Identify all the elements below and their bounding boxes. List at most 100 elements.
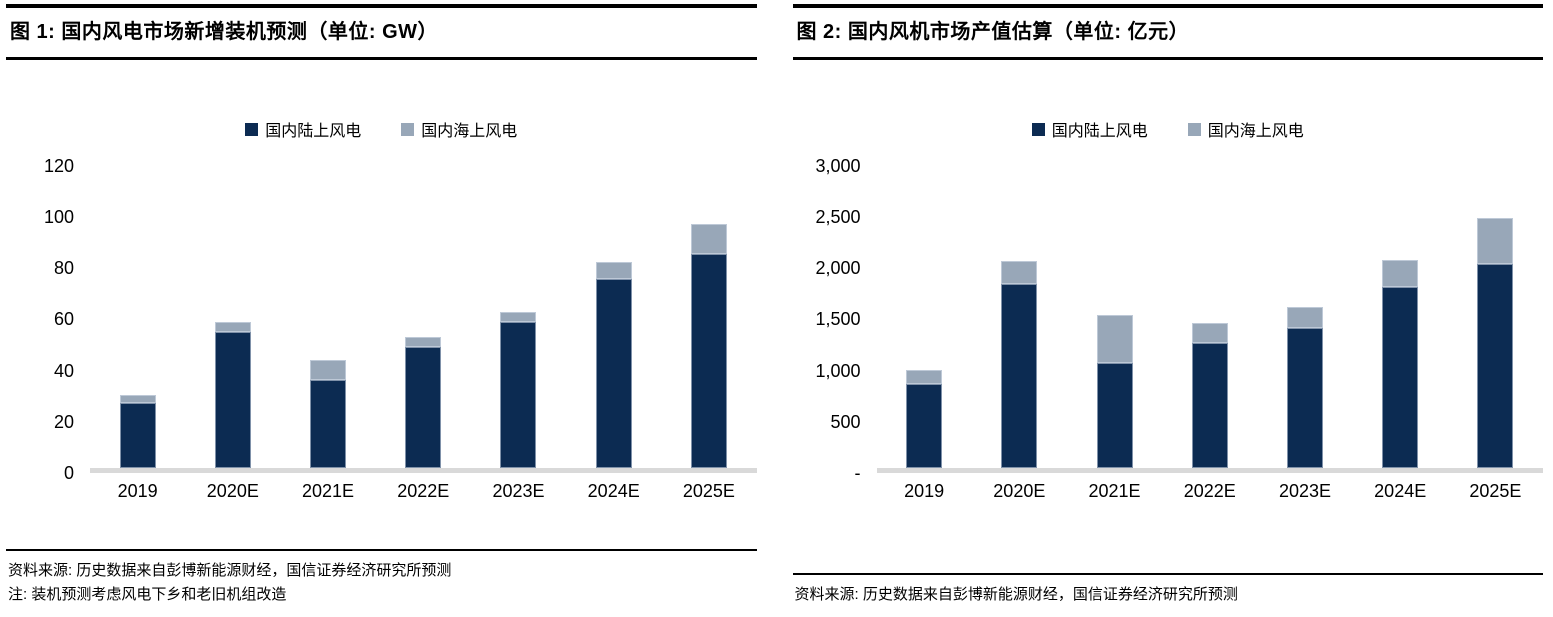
figure-1-title: 图 1: 国内风电市场新增装机预测（单位: GW） [10,21,439,43]
bar-slot [1448,166,1543,468]
legend-label: 国内海上风电 [421,123,518,140]
figure-2-title: 图 2: 国内风机市场产值估算（单位: 亿元） [796,21,1190,43]
figure-1-panel: 图 1: 国内风电市场新增装机预测（单位: GW） 国内陆上风电 国内海上风电 1… [6,4,757,611]
bar-slot [185,166,280,468]
bar-slot [566,166,661,468]
bar-segment [1096,363,1133,468]
bar-segment [1191,323,1228,344]
x-tick-label: 2025E [682,481,735,501]
legend-label: 国内陆上风电 [1051,123,1148,140]
bar-slot [471,166,566,468]
bar-stack-2024E [1382,166,1419,468]
figure-1-header: 图 1: 国内风电市场新增装机预测（单位: GW） [6,4,757,60]
bar-slot [877,166,972,468]
bar-stack-2021E [1096,166,1133,468]
bar-segment [1191,343,1228,468]
bar-slot [1257,166,1352,468]
legend-item: 国内海上风电 [401,117,517,141]
x-tick-label: 2022E [397,481,450,501]
bar-segment [119,402,156,468]
legend-item: 国内陆上风电 [1031,117,1148,141]
figure-2-plot-area [876,166,1543,473]
bar-slot [90,166,185,468]
bar-segment [690,254,727,468]
x-tick-label: 2021E [1088,481,1141,501]
figure-1-plot-row: 120 100 80 60 40 20 0 [6,156,757,483]
x-tick-label: 2023E [1278,481,1332,501]
bar-segment [1001,260,1038,284]
bar-stack-2021E [310,166,347,468]
bar-segment [906,384,943,468]
bar-segment [1096,315,1133,364]
bar-slot [1067,166,1162,468]
figure-2-source: 资料来源: 历史数据来自彭博新能源财经，国信证券经济研究所预测 [794,586,1238,603]
figure-1-stacked-bar-chart: 国内陆上风电 国内海上风电 120 100 80 60 40 20 0 2019 2020E 20… [6,118,757,502]
bar-segment [405,337,442,348]
bar-stack-2023E [1286,166,1323,468]
figure-2-plot-row: 3,000 2,500 2,000 1,500 1,000 500- [793,156,1543,483]
bar-stack-2020E [1001,166,1038,468]
bar-segment [405,347,442,468]
bar-segment [1382,259,1419,287]
bar-stack-2022E [1191,166,1228,468]
bar-segment [214,332,251,468]
bar-segment [906,370,943,385]
bar-segment [690,223,727,255]
figure-2-x-axis: 2019 2020E 2021E 2022E 2023E 2024E 2025E [877,481,1544,502]
legend-swatch-icon [1031,122,1045,136]
bar-segment [1001,283,1038,468]
bar-stack-2019 [119,166,156,468]
bar-slot [1162,166,1257,468]
x-tick-label: 2021E [302,481,355,501]
figure-1-footer: 资料来源: 历史数据来自彭博新能源财经，国信证券经济研究所预测 注: 装机预测考… [6,549,757,611]
bar-segment [595,279,632,468]
bar-slot [972,166,1067,468]
bar-slot [280,166,375,468]
figure-1-source: 资料来源: 历史数据来自彭博新能源财经，国信证券经济研究所预测 [8,562,452,579]
bar-segment [595,261,632,280]
bar-segment [500,322,537,468]
bar-segment [1286,306,1323,329]
bar-segment [310,379,347,468]
x-tick-label: 2020E [206,481,259,501]
figure-2-header: 图 2: 国内风机市场产值估算（单位: 亿元） [792,4,1543,60]
bar-segment [214,322,251,333]
x-tick-label: 2019 [117,481,158,501]
figure-2-y-axis: 3,000 2,500 2,000 1,500 1,000 500- [815,156,861,483]
x-tick-label: 2020E [993,481,1046,501]
x-tick-label: 2024E [1374,481,1427,501]
figure-2-stacked-bar-chart: 国内陆上风电 国内海上风电 3,000 2,500 2,000 1,500 1,000 50… [793,118,1544,502]
bar-slot [1353,166,1448,468]
figure-1-legend: 国内陆上风电 国内海上风电 [6,118,757,140]
bar-stack-2020E [214,166,251,468]
legend-swatch-icon [245,122,259,136]
bar-stack-2022E [405,166,442,468]
bar-segment [310,359,347,380]
bar-slot [376,166,471,468]
legend-swatch-icon [1187,122,1201,136]
legend-item: 国内海上风电 [1187,117,1304,141]
bar-segment [1382,286,1419,468]
legend-label: 国内海上风电 [1207,123,1304,140]
bar-segment [1477,218,1514,264]
figure-2-footer: 资料来源: 历史数据来自彭博新能源财经，国信证券经济研究所预测 [792,573,1543,611]
bar-segment [500,311,537,323]
bar-stack-2019 [906,166,943,468]
bar-slot [661,166,756,468]
bar-stack-2024E [595,166,632,468]
x-tick-label: 2023E [492,481,545,501]
x-tick-label: 2025E [1469,481,1522,501]
legend-swatch-icon [401,122,415,136]
bar-stack-2025E [690,166,727,468]
x-tick-label: 2024E [587,481,640,501]
figure-1-plot-area [90,166,757,473]
figure-1-y-axis: 120 100 80 60 40 20 0 [43,156,74,483]
figure-1-x-axis: 2019 2020E 2021E 2022E 2023E 2024E 2025E [90,481,757,502]
figure-2-panel: 图 2: 国内风机市场产值估算（单位: 亿元） 国内陆上风电 国内海上风电 3,0… [792,4,1544,611]
x-tick-label: 2019 [904,481,945,501]
bar-segment [119,395,156,403]
legend-item: 国内陆上风电 [245,117,361,141]
bar-stack-2025E [1477,166,1514,468]
figure-2-legend: 国内陆上风电 国内海上风电 [793,118,1544,140]
